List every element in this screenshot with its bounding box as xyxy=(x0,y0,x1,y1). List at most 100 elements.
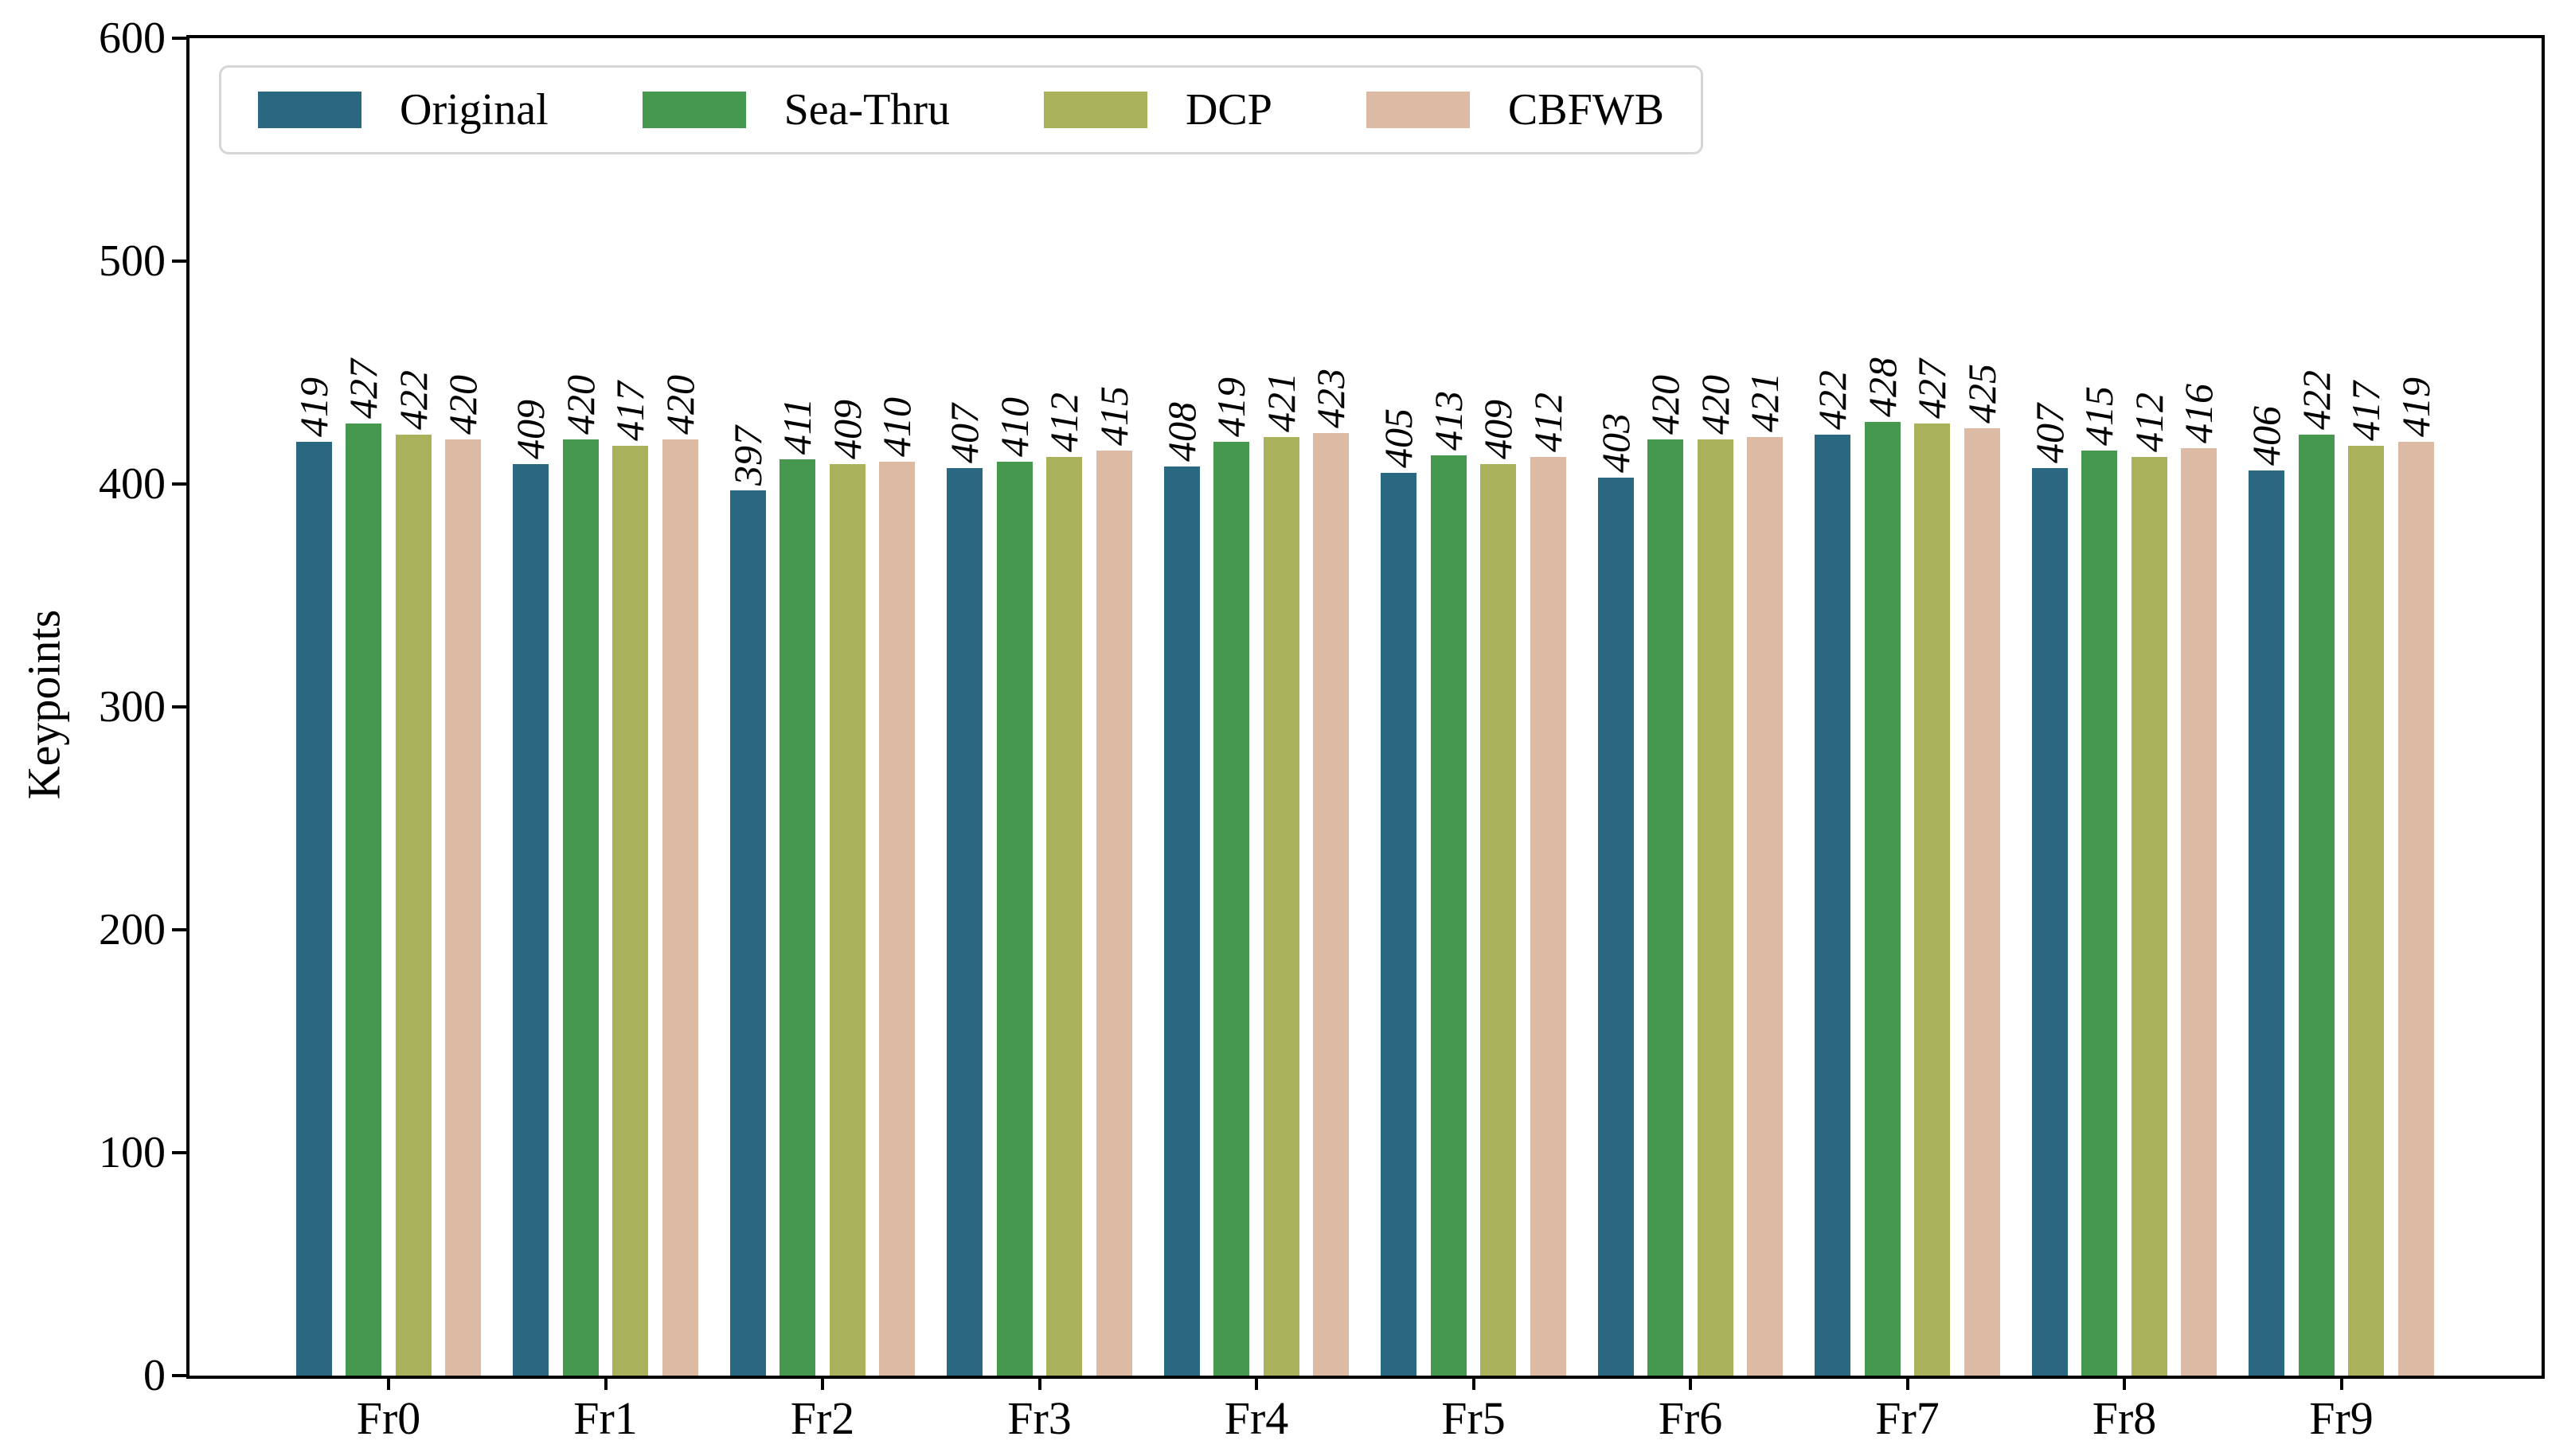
bar-dcp-fr8 xyxy=(2131,457,2167,1376)
x-tick-label-fr0: Fr0 xyxy=(356,1392,421,1444)
bar-value-label: 410 xyxy=(874,397,920,457)
y-tick-label: 200 xyxy=(99,905,166,954)
bar-value-label: 420 xyxy=(1643,375,1688,435)
bar-original-fr1 xyxy=(513,464,549,1376)
x-tick-mark xyxy=(821,1376,824,1390)
legend-label-dcp: DCP xyxy=(1185,85,1272,135)
bar-dcp-fr7 xyxy=(1914,424,1951,1376)
bar-cell: 403 xyxy=(1592,413,1638,1376)
bar-cbfwb-fr7 xyxy=(1963,428,2000,1376)
bar-cell: 427 xyxy=(341,359,386,1376)
bar-dcp-fr5 xyxy=(1480,464,1517,1376)
bar-value-label: 405 xyxy=(1376,408,1420,468)
x-tick-label-fr6: Fr6 xyxy=(1658,1392,1723,1444)
legend-label-sea-thru: Sea-Thru xyxy=(783,85,950,135)
bar-value-label: 406 xyxy=(2244,406,2288,466)
bar-cell: 422 xyxy=(1810,370,1854,1376)
bar-original-fr2 xyxy=(729,490,766,1376)
bar-value-label: 422 xyxy=(1810,370,1854,430)
bar-cell: 417 xyxy=(2343,381,2389,1376)
bar-original-fr9 xyxy=(2249,470,2284,1376)
bar-value-label: 413 xyxy=(1425,391,1471,451)
bar-value-label: 415 xyxy=(1091,386,1136,446)
bar-sea-thru-fr2 xyxy=(780,459,816,1376)
bar-value-label: 407 xyxy=(942,404,987,463)
x-tick-mark xyxy=(2123,1376,2126,1390)
bar-cell: 420 xyxy=(440,375,486,1376)
legend-item-cbfwb: CBFWB xyxy=(1366,84,1664,135)
bar-cell: 397 xyxy=(725,426,770,1376)
bar-cell: 411 xyxy=(775,398,819,1376)
bar-value-label: 416 xyxy=(2176,384,2221,443)
bar-cell: 417 xyxy=(608,381,652,1376)
bar-value-label: 403 xyxy=(1592,413,1638,473)
bar-cell: 413 xyxy=(1425,391,1471,1376)
legend-item-sea-thru: Sea-Thru xyxy=(642,84,950,135)
bar-sea-thru-fr6 xyxy=(1647,439,1684,1376)
bar-group-fr0: 419 427 422 420 xyxy=(291,38,486,1376)
bar-group-fr2: 397 411 409 410 xyxy=(725,38,920,1376)
bar-cell: 421 xyxy=(1258,373,1303,1376)
bar-value-label: 420 xyxy=(557,375,603,435)
y-tick-mark xyxy=(172,705,186,708)
x-tick-mark xyxy=(604,1376,608,1390)
bar-cell: 412 xyxy=(1041,392,1086,1376)
x-tick-label-fr3: Fr3 xyxy=(1007,1392,1072,1444)
y-tick-mark xyxy=(172,37,186,40)
bar-original-fr0 xyxy=(295,442,332,1376)
y-tick-mark xyxy=(172,1374,186,1377)
y-tick-mark xyxy=(172,260,186,263)
x-tick-label-fr7: Fr7 xyxy=(1875,1392,1940,1444)
bar-value-label: 422 xyxy=(390,370,436,430)
bar-cell: 416 xyxy=(2176,384,2221,1376)
bar-value-label: 412 xyxy=(1525,392,1570,452)
plot-area: 0 100 200 300 400 500 600 419 427 422 420 409 420 41… xyxy=(99,14,2545,1442)
x-tick-label-fr4: Fr4 xyxy=(1224,1392,1289,1444)
y-tick-mark xyxy=(172,928,186,931)
bar-group-fr8: 407 415 412 416 xyxy=(2027,38,2221,1376)
bar-value-label: 419 xyxy=(1209,377,1254,437)
bar-cell: 409 xyxy=(1475,400,1521,1376)
bar-sea-thru-fr3 xyxy=(996,462,1033,1376)
x-tick-mark xyxy=(1255,1376,1258,1390)
bar-dcp-fr3 xyxy=(1046,457,1083,1376)
bar-cbfwb-fr5 xyxy=(1530,457,1566,1376)
bar-group-fr4: 408 419 421 423 xyxy=(1159,38,1353,1376)
bar-original-fr8 xyxy=(2031,468,2068,1376)
legend-swatch-sea-thru xyxy=(642,92,746,128)
bar-value-label: 420 xyxy=(657,375,702,435)
x-tick-mark xyxy=(387,1376,390,1390)
bar-sea-thru-fr1 xyxy=(562,439,599,1376)
x-tick-label-fr1: Fr1 xyxy=(573,1392,638,1444)
legend-swatch-original xyxy=(258,92,361,128)
bar-cell: 410 xyxy=(992,397,1037,1376)
legend-item-original: Original xyxy=(258,84,549,135)
bar-cell: 423 xyxy=(1308,369,1353,1376)
y-tick-mark xyxy=(172,1151,186,1154)
legend-item-dcp: DCP xyxy=(1043,84,1272,135)
bar-group-fr9: 406 422 417 419 xyxy=(2244,38,2438,1376)
bar-value-label: 427 xyxy=(1909,359,1955,419)
bar-cbfwb-fr3 xyxy=(1096,451,1132,1376)
bar-value-label: 421 xyxy=(1742,373,1788,432)
bar-dcp-fr4 xyxy=(1263,437,1299,1376)
bar-cell: 407 xyxy=(942,404,987,1376)
bar-value-label: 421 xyxy=(1258,373,1303,432)
bar-cbfwb-fr9 xyxy=(2397,442,2434,1376)
bar-cbfwb-fr6 xyxy=(1747,437,1784,1376)
bar-group-fr5: 405 413 409 412 xyxy=(1376,38,1570,1376)
bar-value-label: 427 xyxy=(341,359,386,419)
bar-dcp-fr2 xyxy=(829,464,865,1376)
bar-cell: 410 xyxy=(874,397,920,1376)
bar-group-fr1: 409 420 417 420 xyxy=(508,38,702,1376)
bar-original-fr5 xyxy=(1381,473,1416,1376)
bar-dcp-fr6 xyxy=(1697,439,1733,1376)
x-tick-mark xyxy=(2339,1376,2343,1390)
bar-value-label: 428 xyxy=(1859,357,1905,417)
bar-value-label: 417 xyxy=(2343,381,2389,441)
bar-cell: 415 xyxy=(2077,386,2121,1376)
bar-value-label: 409 xyxy=(1475,400,1521,459)
bar-value-label: 420 xyxy=(440,375,486,435)
bar-value-label: 420 xyxy=(1692,375,1737,435)
